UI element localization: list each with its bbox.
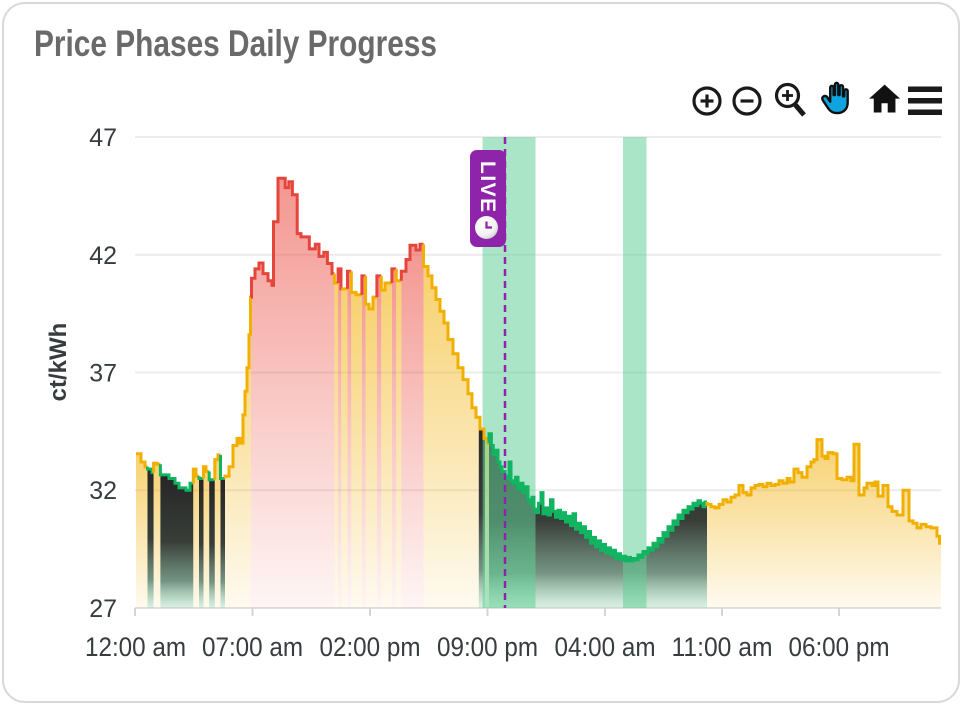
- svg-text:37: 37: [89, 360, 117, 388]
- svg-text:27: 27: [89, 595, 117, 623]
- svg-text:11:00 am: 11:00 am: [672, 632, 773, 662]
- svg-text:Price Phases Daily Progress: Price Phases Daily Progress: [34, 23, 437, 64]
- svg-text:12:00 am: 12:00 am: [85, 632, 186, 662]
- svg-text:09:00 pm: 09:00 pm: [437, 632, 538, 662]
- svg-text:04:00 am: 04:00 am: [555, 632, 656, 662]
- svg-text:LIVE: LIVE: [476, 161, 499, 214]
- svg-text:02:00 pm: 02:00 pm: [320, 632, 421, 662]
- svg-text:32: 32: [89, 477, 117, 505]
- svg-text:42: 42: [89, 242, 117, 270]
- svg-text:06:00 pm: 06:00 pm: [789, 632, 890, 662]
- svg-text:ct/kWh: ct/kWh: [45, 323, 72, 402]
- svg-text:07:00 am: 07:00 am: [202, 632, 303, 662]
- svg-text:47: 47: [89, 124, 117, 152]
